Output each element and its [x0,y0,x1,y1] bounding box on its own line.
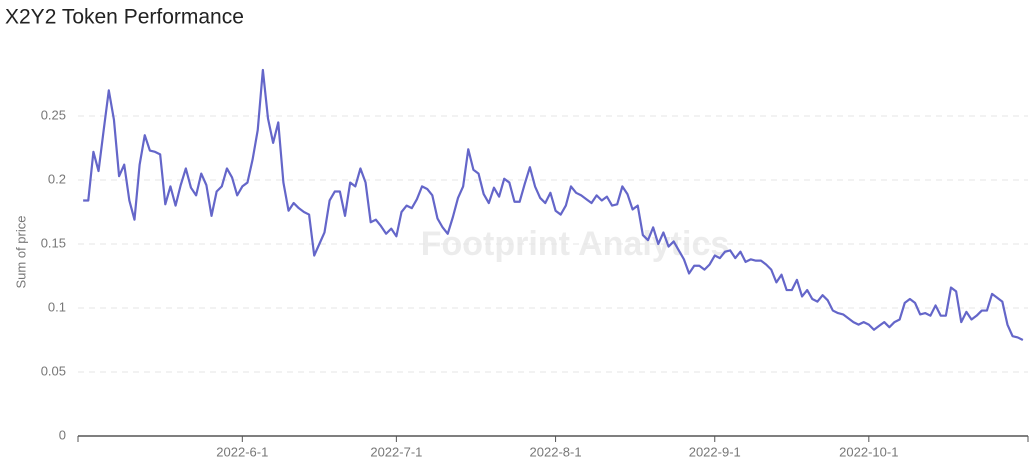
y-tick-label: 0 [59,427,66,442]
y-tick-label: 0.2 [48,171,66,186]
x-tick-label: 2022-7-1 [370,444,422,459]
x-tick-label: 2022-9-1 [689,444,741,459]
y-tick-label: 0.15 [41,235,66,250]
y-tick-label: 0.05 [41,363,66,378]
y-axis-label: Sum of price [13,216,28,289]
y-tick-label: 0.1 [48,299,66,314]
line [83,68,1024,341]
x-tick-label: 2022-8-1 [530,444,582,459]
x-tick-label: 2022-10-1 [839,444,898,459]
x-tick-label: 2022-6-1 [216,444,268,459]
y-tick-label: 0.25 [41,107,66,122]
chart-title: X2Y2 Token Performance [5,6,244,29]
